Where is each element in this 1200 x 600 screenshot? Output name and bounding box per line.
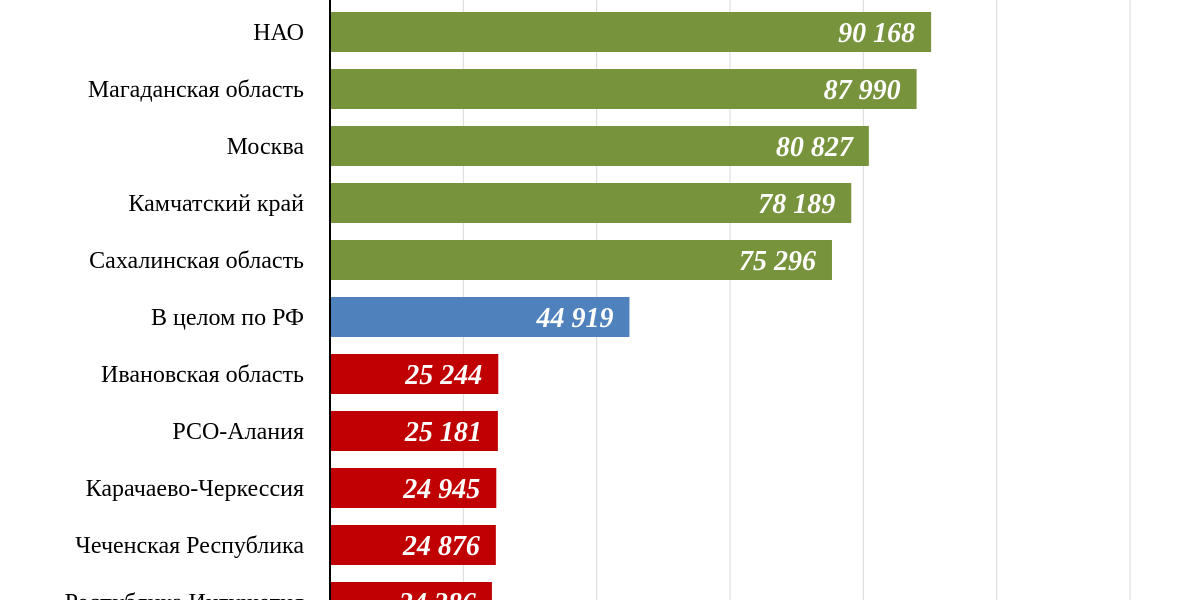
bar-value-label: 75 296: [739, 246, 816, 277]
bar-bottom: [330, 411, 498, 451]
bar-value-label: 25 244: [404, 360, 482, 391]
category-labels: НАО Магаданская область Москва Камчатский к…: [65, 20, 305, 600]
bars: 90 168 87 990 80 827 78 189 75 296 44 919 25 2…: [330, 12, 932, 600]
bar-bottom: [330, 582, 492, 600]
category-label: Магаданская область: [88, 77, 304, 103]
category-label: Ивановская область: [101, 362, 304, 388]
bar-top: [330, 12, 932, 52]
category-label: Москва: [227, 134, 305, 160]
bar-average: [330, 297, 630, 337]
category-label: Камчатский край: [128, 191, 304, 217]
bar-value-label: 24 945: [402, 474, 480, 505]
category-label: НАО: [253, 20, 304, 46]
bar-value-label: 78 189: [758, 189, 835, 220]
bar-top: [330, 240, 832, 280]
category-label: Республика Ингушетия: [65, 590, 304, 600]
bar-top: [330, 69, 917, 109]
category-label: В целом по РФ: [151, 305, 304, 331]
category-label: Карачаево-Черкессия: [86, 476, 304, 502]
category-label: РСО-Алания: [172, 419, 304, 445]
bar-top: [330, 126, 869, 166]
bar-value-label: 87 990: [824, 75, 901, 106]
bar-value-label: 90 168: [838, 18, 915, 49]
bar-value-label: 25 181: [404, 417, 482, 448]
bar-top: [330, 183, 852, 223]
bar-bottom: [330, 525, 496, 565]
bar-value-label: 44 919: [535, 303, 613, 334]
bar-value-label: 80 827: [776, 132, 854, 163]
bar-value-label: 24 876: [402, 531, 480, 562]
category-label: Чеченская Республика: [75, 533, 304, 559]
bar-bottom: [330, 354, 499, 394]
bar-bottom: [330, 468, 497, 508]
category-label: Сахалинская область: [89, 248, 304, 274]
bar-value-label: 24 286: [398, 588, 476, 600]
